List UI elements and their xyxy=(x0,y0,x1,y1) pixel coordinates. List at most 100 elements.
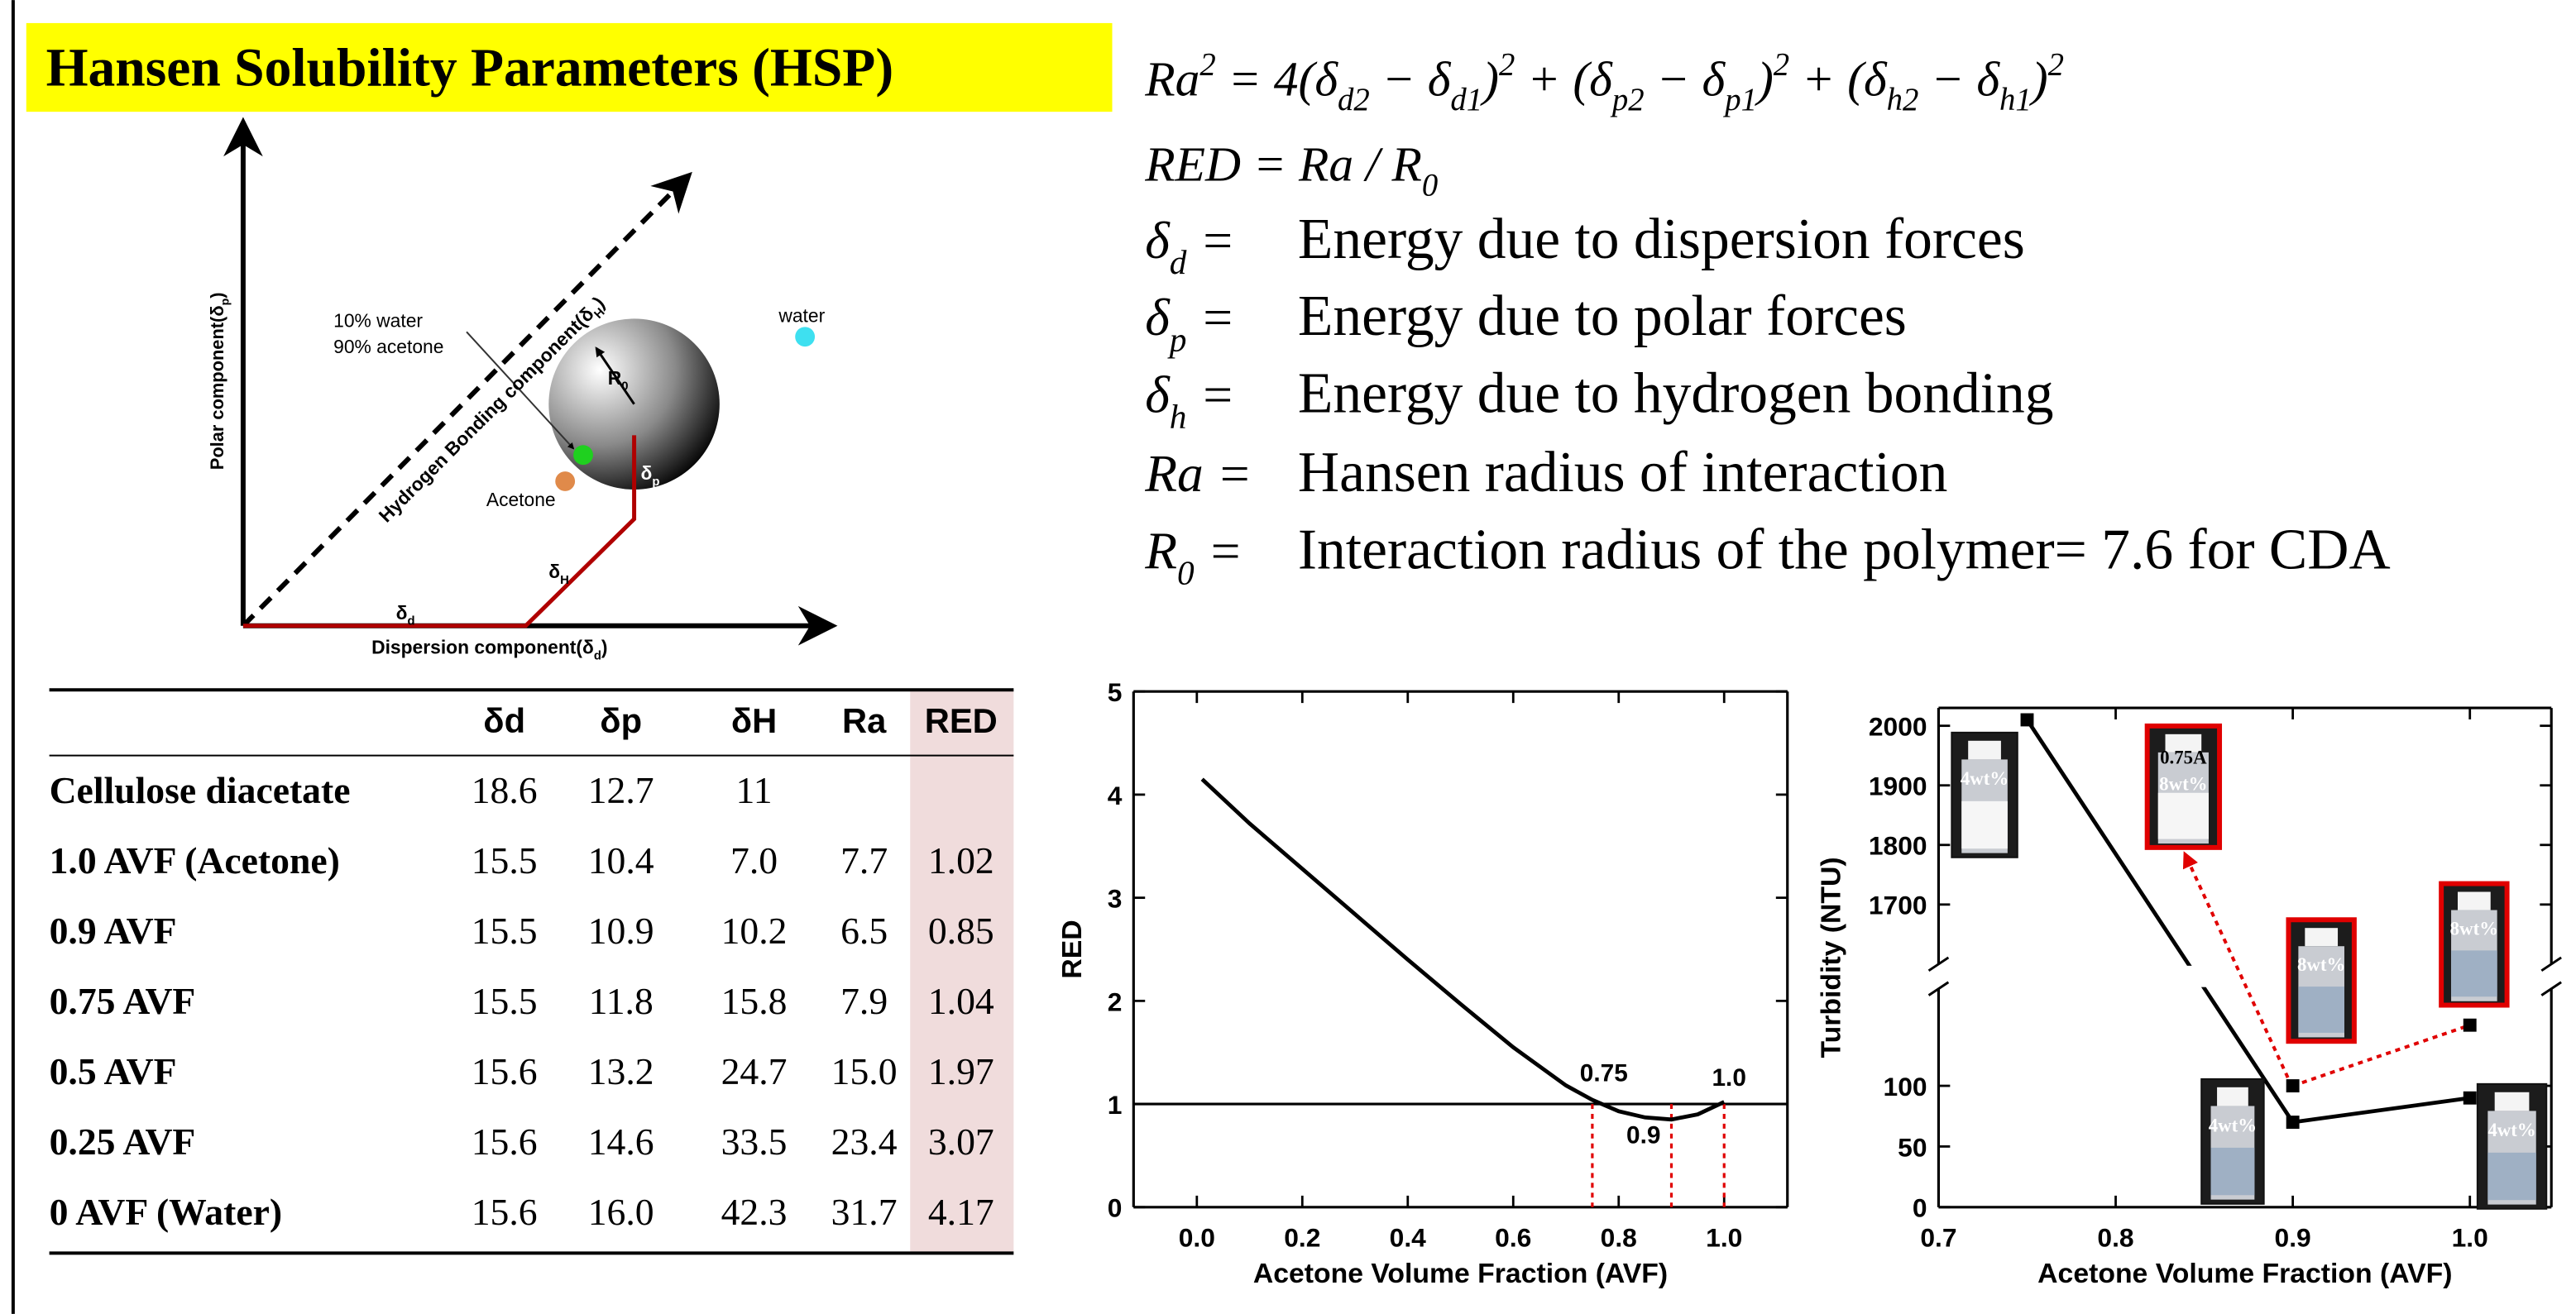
chart: 0.0 0.2 0.4 0.6 0.8 1.0 0 1 2 3 4 5 Acetone Volume F… xyxy=(1056,677,1789,1289)
mixture-point xyxy=(573,445,593,466)
vial-cap xyxy=(2305,928,2339,947)
vial-photo: 4wt% xyxy=(2476,1082,2548,1210)
text-segment: p xyxy=(652,475,659,489)
table-cell: 1.02 xyxy=(928,839,994,882)
table-cell: 0.85 xyxy=(928,910,994,952)
definition-symbol: δh = xyxy=(1145,366,1235,436)
table-cell: 15.5 xyxy=(472,980,538,1022)
x-tick-label: 0.7 xyxy=(1920,1222,1956,1252)
table-cell: 10.2 xyxy=(721,910,788,952)
vial-liquid xyxy=(2451,950,2497,997)
vial-liquid xyxy=(2210,1147,2255,1196)
text-segment: = xyxy=(1195,521,1243,580)
text-segment: 0 xyxy=(1177,553,1195,591)
text-segment: R xyxy=(1144,521,1177,580)
definition-symbol: Ra = xyxy=(1144,444,1252,503)
vial-cap xyxy=(2494,1092,2530,1111)
annotation-label: 0.9 xyxy=(1626,1122,1660,1149)
delta-h-label: δH xyxy=(548,561,569,587)
x-tick-label: 0.4 xyxy=(1390,1222,1426,1252)
data-line xyxy=(2291,1023,2471,1087)
vial-label: 4wt% xyxy=(2209,1115,2257,1135)
text-segment: δ xyxy=(1145,288,1171,346)
table-cell: 15.6 xyxy=(472,1050,538,1092)
mixture-pointer xyxy=(466,331,575,450)
table-cell: 11 xyxy=(736,769,773,811)
row-label: 0 AVF (Water) xyxy=(50,1191,283,1233)
table-cell: 15.5 xyxy=(472,910,538,952)
text-segment: ) xyxy=(601,637,608,658)
data-marker xyxy=(2463,1018,2477,1032)
text-segment: Dispersion component(δ xyxy=(371,637,594,658)
row-label: Cellulose diacetate xyxy=(50,769,351,811)
text-segment: d1 xyxy=(1450,82,1482,117)
text-segment: d xyxy=(1170,243,1187,281)
x-tick-label: 0.0 xyxy=(1179,1222,1215,1252)
vial-photo: 8wt% xyxy=(2439,881,2510,1008)
table-cell: 14.6 xyxy=(588,1120,654,1163)
table-header: δp xyxy=(600,701,642,740)
mixture-label: 90% acetone xyxy=(333,336,443,357)
table-header: RED xyxy=(925,701,998,740)
annotation-label: 1.0 xyxy=(1712,1064,1746,1092)
data-line xyxy=(2025,719,2471,1125)
y-tick-label: 2000 xyxy=(1869,712,1927,742)
text-segment: d xyxy=(594,649,601,662)
break-mark xyxy=(2540,956,2562,972)
text-segment: h xyxy=(1170,398,1187,436)
table-cell: 10.4 xyxy=(588,839,654,882)
table-cell: 3.07 xyxy=(928,1120,994,1163)
acetone-label: Acetone xyxy=(486,489,556,510)
y-tick-label: 1900 xyxy=(1869,772,1927,801)
definition-text: Energy due to dispersion forces xyxy=(1298,208,2025,271)
text-segment: Ra = xyxy=(1144,444,1252,503)
table-cell: 18.6 xyxy=(472,769,538,811)
vial-photo: 8wt% xyxy=(2286,917,2357,1044)
title-box xyxy=(26,22,1113,112)
table-cell: 23.4 xyxy=(831,1120,898,1163)
pointer-arrow xyxy=(2182,851,2290,1078)
y-axis-label: Polar component(δp) xyxy=(207,292,232,470)
table-cell: 1.04 xyxy=(928,980,994,1022)
vial-label: 8wt% xyxy=(2297,954,2345,975)
text-segment: h1 xyxy=(1999,82,2032,117)
vial-photo: 0.75A 8wt% xyxy=(2144,723,2223,850)
data-marker xyxy=(2286,1079,2300,1093)
y-tick-label: 0 xyxy=(1913,1193,1927,1223)
annotation-label: 0.75 xyxy=(1580,1059,1628,1087)
table-cell: 1.97 xyxy=(928,1050,994,1092)
text-segment: Ra xyxy=(1144,51,1199,106)
text-segment: 2 xyxy=(1199,46,1215,82)
table-cell: 15.8 xyxy=(721,980,788,1022)
table-cell: 10.9 xyxy=(588,910,654,952)
table-header: Ra xyxy=(842,701,887,740)
text-segment: δ xyxy=(641,462,653,484)
table-cell: 7.7 xyxy=(840,839,888,882)
definition-symbol: R0 = xyxy=(1144,521,1243,591)
mixture-label: 10% water xyxy=(333,309,423,331)
text-segment: + (δ xyxy=(1515,51,1613,106)
table-cell: 33.5 xyxy=(721,1120,788,1163)
text-segment: p1 xyxy=(1722,82,1757,117)
row-label: 0.75 AVF xyxy=(50,980,196,1022)
text-segment: 2 xyxy=(2048,46,2064,82)
data-marker xyxy=(2286,1116,2300,1130)
y-axis-title: RED xyxy=(1056,920,1088,978)
table-cell: 31.7 xyxy=(831,1191,898,1233)
text-segment: RED = Ra / R xyxy=(1144,137,1422,192)
table-cell: 16.0 xyxy=(588,1191,654,1233)
vial-label: 8wt% xyxy=(2159,774,2207,795)
radius-arrow xyxy=(595,346,635,405)
text-segment: h2 xyxy=(1887,82,1919,117)
table-cell: 12.7 xyxy=(588,769,654,811)
table-cell: 15.6 xyxy=(472,1120,538,1163)
text-segment: = xyxy=(1186,211,1235,270)
table-cell: 24.7 xyxy=(721,1050,788,1092)
equation: RED = Ra / R0 xyxy=(1144,137,1438,203)
text-segment: p2 xyxy=(1610,82,1645,117)
vial-photo: 4wt% xyxy=(1951,731,2018,858)
vial-label: 8wt% xyxy=(2450,918,2498,939)
text-segment: 0 xyxy=(621,380,628,394)
y-tick-label: 5 xyxy=(1108,677,1123,707)
